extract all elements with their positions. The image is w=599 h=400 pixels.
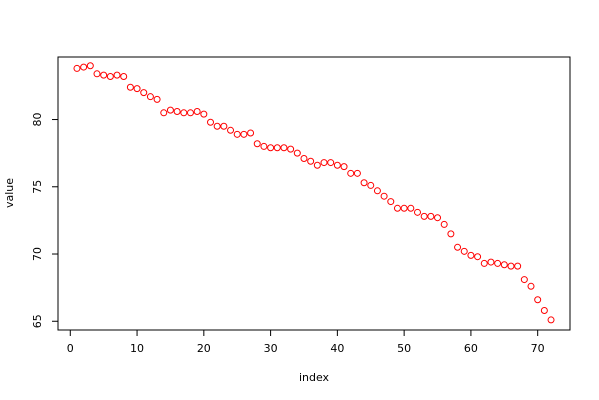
x-tick-label: 30 [264, 342, 278, 355]
y-tick-label: 75 [31, 180, 44, 194]
y-axis-label: value [3, 178, 16, 208]
x-tick-label: 10 [130, 342, 144, 355]
point [500, 261, 508, 269]
x-tick-label: 50 [397, 342, 411, 355]
x-tick-label: 70 [531, 342, 545, 355]
point [467, 251, 475, 259]
point [153, 95, 161, 103]
point [73, 64, 81, 72]
point [407, 204, 415, 212]
point [447, 230, 455, 238]
point [333, 161, 341, 169]
x-tick-label: 20 [197, 342, 211, 355]
point [80, 63, 88, 71]
point [413, 208, 421, 216]
x-tick-label: 40 [330, 342, 344, 355]
point [507, 262, 515, 270]
point [233, 130, 241, 138]
point [480, 259, 488, 267]
point [113, 71, 121, 79]
point [327, 159, 335, 167]
point [86, 62, 94, 70]
point [367, 181, 375, 189]
point [273, 144, 281, 152]
point [267, 144, 275, 152]
x-axis-label: index [299, 371, 330, 384]
point [293, 149, 301, 157]
point [434, 214, 442, 222]
point [540, 307, 548, 314]
point [160, 109, 168, 117]
point [494, 259, 502, 267]
point [320, 159, 328, 167]
point [247, 129, 255, 137]
point [180, 109, 188, 117]
point [146, 93, 154, 101]
point [440, 220, 448, 228]
point [353, 169, 361, 177]
point [213, 122, 221, 130]
point [380, 192, 388, 200]
point [547, 316, 555, 324]
point [360, 179, 368, 187]
point [387, 198, 395, 206]
point [514, 262, 522, 270]
point [186, 109, 194, 117]
point [534, 296, 542, 304]
point [166, 106, 174, 114]
point [173, 107, 181, 115]
point [287, 145, 295, 153]
plot-box [57, 56, 571, 331]
point [487, 258, 495, 266]
point [253, 140, 261, 148]
point [313, 161, 321, 169]
point [120, 73, 128, 80]
point [260, 142, 268, 150]
point [427, 212, 435, 220]
point [100, 71, 108, 79]
y-tick-label: 65 [31, 314, 44, 328]
point [454, 243, 462, 251]
y-tick-label: 80 [31, 113, 44, 127]
point [207, 118, 215, 126]
point [240, 130, 248, 138]
point [527, 282, 535, 290]
point [520, 276, 528, 284]
x-tick-label: 60 [464, 342, 478, 355]
point [460, 247, 468, 255]
point [340, 163, 348, 171]
point [373, 187, 381, 195]
point [140, 89, 148, 97]
point [347, 169, 355, 177]
point [200, 110, 208, 118]
point [420, 212, 428, 220]
point [93, 70, 101, 78]
point [193, 107, 201, 115]
point [300, 155, 308, 163]
point [393, 204, 401, 212]
point [227, 126, 235, 134]
point [474, 253, 482, 261]
point [400, 204, 408, 212]
point [307, 157, 315, 165]
x-tick-label: 0 [67, 342, 74, 355]
point [280, 144, 288, 152]
point [133, 85, 141, 93]
point [126, 83, 134, 91]
point [220, 122, 228, 130]
y-tick-label: 70 [31, 247, 44, 261]
point [106, 73, 114, 80]
